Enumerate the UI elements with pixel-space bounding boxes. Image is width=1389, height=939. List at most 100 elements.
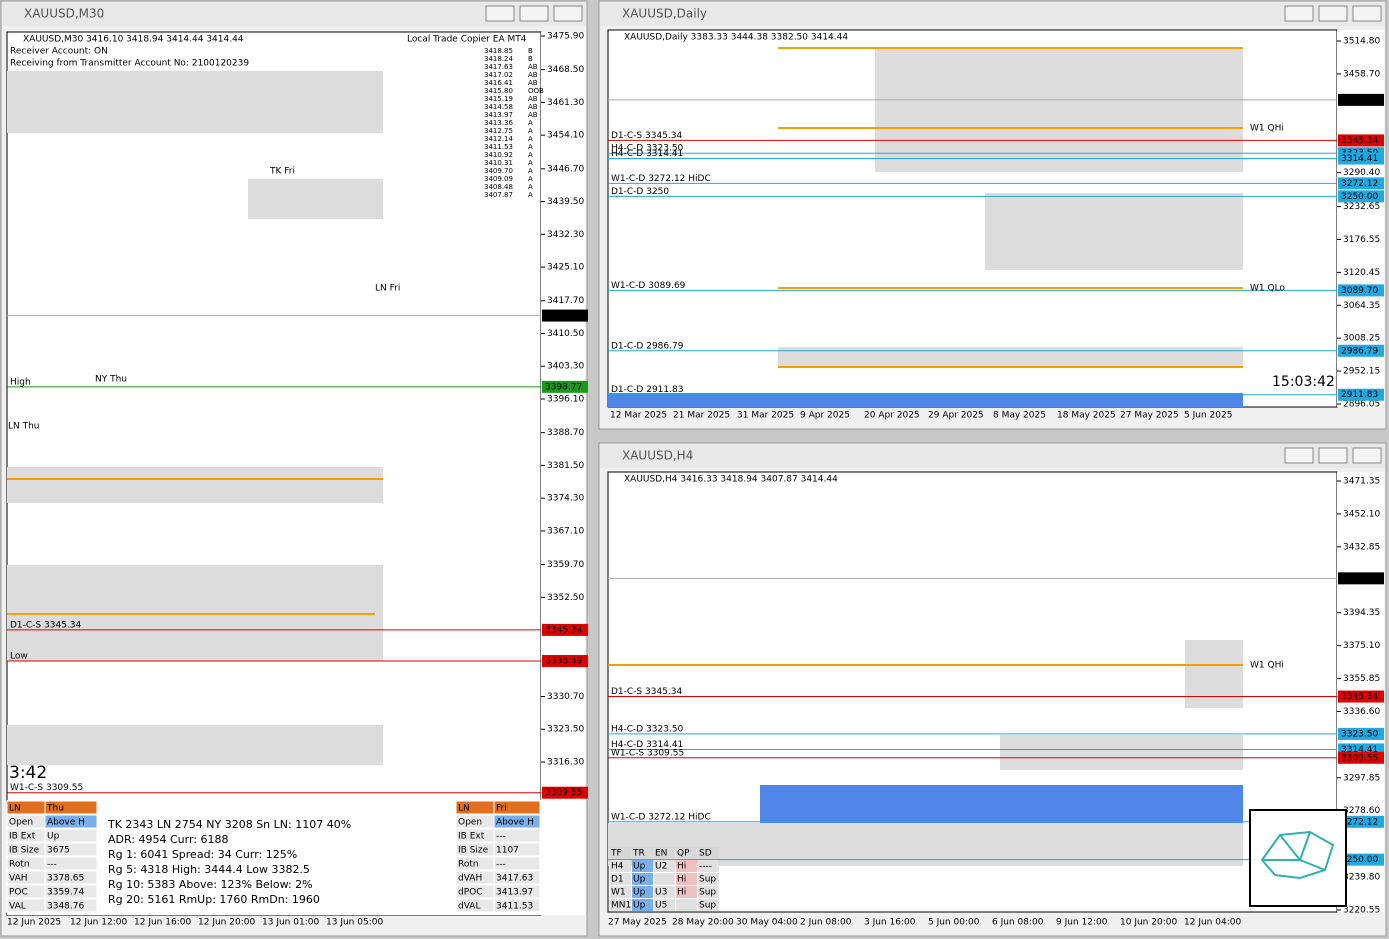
table-text: Up (633, 862, 646, 872)
table-text: dPOC (458, 888, 483, 898)
table-cell (676, 899, 697, 911)
price-tag (1338, 815, 1384, 828)
table-text: --- (47, 860, 57, 870)
window-button[interactable] (485, 5, 515, 22)
book-flag: A (528, 167, 533, 175)
level-label: H4-C-D 3323.50 (611, 144, 684, 154)
book-price: 3415.80 (484, 87, 513, 95)
price-label: 3064.35 (1343, 301, 1380, 311)
zone (7, 467, 383, 503)
table-cell (44, 800, 98, 815)
price-tag (1338, 344, 1384, 357)
session-label: W1 QHi (1250, 661, 1284, 671)
book-price: 3417.63 (484, 63, 513, 71)
table-cell (654, 899, 675, 911)
book-flag: A (528, 159, 533, 167)
book-price: 3411.53 (484, 143, 513, 151)
table-text: SD (699, 849, 712, 859)
table-text: MN1 (611, 901, 631, 911)
price-label: 3452.10 (1343, 509, 1380, 519)
price-tag (1338, 284, 1384, 297)
window-button[interactable] (1284, 447, 1314, 464)
table-cell (493, 828, 541, 843)
table-cell (632, 873, 653, 885)
table-cell (632, 899, 653, 911)
info-line: Receiver Account: ON (10, 47, 108, 57)
session-label: W1 QHi (1250, 124, 1284, 134)
table-cell (698, 873, 719, 885)
table-text: dVAL (458, 902, 480, 912)
price-label: 3425.10 (547, 263, 584, 273)
table-text: QP (677, 849, 690, 859)
window-button[interactable] (1318, 5, 1348, 22)
price-tag (1338, 751, 1384, 764)
date-label: 12 Jun 20:00 (198, 918, 255, 928)
window-button[interactable] (553, 5, 583, 22)
table-cell (676, 886, 697, 898)
level-label: D1-C-S 3345.34 (611, 131, 683, 141)
price-tag-label: 3250.00 (1341, 855, 1378, 865)
level-label: W1-C-D 3272.12 HiDC (611, 174, 711, 184)
book-flag: A (528, 151, 533, 159)
price-label: 3220.55 (1343, 906, 1380, 916)
price-label: 3008.25 (1343, 334, 1380, 344)
price-label: 3461.30 (547, 98, 584, 108)
price-label: 3297.85 (1343, 773, 1380, 783)
price-label: 3330.70 (547, 692, 584, 702)
date-label: 12 Mar 2025 (610, 411, 667, 421)
table-text: IB Size (9, 846, 40, 856)
window-button[interactable] (519, 5, 549, 22)
date-label: 12 Jun 16:00 (134, 918, 191, 928)
table-cell (654, 847, 675, 859)
window-button[interactable] (1284, 5, 1314, 22)
table-text: Above H (496, 818, 534, 828)
date-label: 27 May 2025 (608, 918, 667, 928)
table-text: dVAH (458, 874, 482, 884)
table-text: Up (633, 888, 646, 898)
price-axis (1337, 30, 1384, 407)
level-label: High (10, 377, 31, 387)
stat-line: Rg 1: 6041 Spread: 34 Curr: 125% (108, 848, 297, 861)
date-label: 12 Jun 04:00 (1184, 918, 1241, 928)
zone (7, 71, 383, 133)
table-text: 1107 (496, 846, 519, 856)
table-text: H4 (611, 862, 624, 872)
price-tag (542, 655, 588, 668)
price-label: 3432.85 (1343, 542, 1380, 552)
price-label: 3439.50 (547, 197, 584, 207)
price-label: 3352.50 (547, 593, 584, 603)
price-label: 2896.05 (1343, 400, 1380, 410)
book-price: 3418.85 (484, 47, 513, 55)
level-label: W1-C-S 3309.55 (611, 748, 684, 758)
price-label: 3475.90 (547, 32, 584, 42)
table-text: D1 (611, 875, 624, 885)
table-text: IB Size (458, 846, 489, 856)
price-label: 3355.85 (1343, 674, 1380, 684)
window-button[interactable] (1352, 5, 1382, 22)
price-tag-label: 3414.44 (1341, 574, 1378, 584)
price-tag-label: 3314.41 (1341, 745, 1378, 755)
book-flag: A (528, 191, 533, 199)
table-text: Up (633, 875, 646, 885)
session-label: NY Thu (95, 375, 127, 385)
book-price: 3410.31 (484, 159, 513, 167)
table-text: IB Ext (9, 832, 36, 842)
table-cell (493, 856, 541, 871)
date-label: 13 Jun 01:00 (262, 918, 319, 928)
table-text: 3348.76 (47, 902, 84, 912)
table-cell (44, 842, 98, 857)
window-button[interactable] (1352, 447, 1382, 464)
price-tag (1338, 177, 1384, 190)
window-button[interactable] (1318, 447, 1348, 464)
date-label: 6 Jun 08:00 (992, 918, 1044, 928)
book-flag: B (528, 55, 533, 63)
level-label: Low (10, 652, 28, 662)
price-tag-label: 3414.44 (545, 311, 582, 321)
table-text: POC (9, 888, 28, 898)
table-cell (44, 828, 98, 843)
table-text: U3 (655, 888, 667, 898)
table-text: U5 (655, 901, 667, 911)
table-cell (493, 842, 541, 857)
price-tag (542, 786, 588, 799)
title-bar (600, 444, 1385, 468)
